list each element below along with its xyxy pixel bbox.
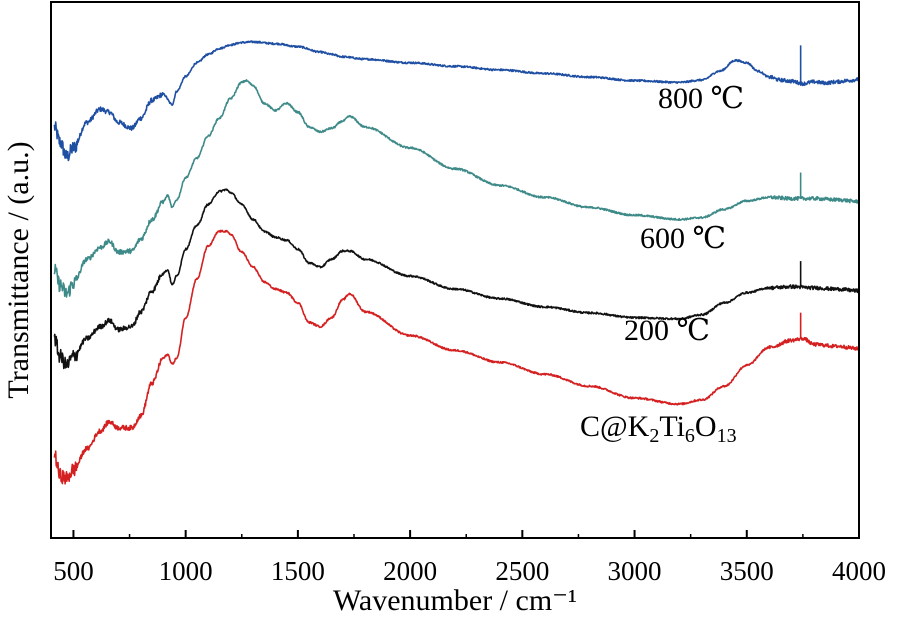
- series-label-800: 800 ℃: [658, 82, 744, 115]
- series-line-2: [53, 188, 859, 370]
- x-axis-label: Wavenumber / cm⁻¹: [333, 584, 577, 617]
- x-tick-label-4000: 4000: [832, 556, 886, 586]
- x-tick-label-500: 500: [53, 556, 94, 586]
- x-tick-label-2000: 2000: [383, 556, 437, 586]
- x-tick-label-3500: 3500: [720, 556, 774, 586]
- series-line-0: [53, 40, 859, 162]
- y-axis-label: Transmittance / (a.u.): [2, 141, 35, 398]
- x-tick-label-1500: 1500: [271, 556, 325, 586]
- x-tick-label-3000: 3000: [608, 556, 662, 586]
- x-tick-label-1000: 1000: [159, 556, 213, 586]
- plot-frame: [50, 1, 860, 539]
- series-line-1: [53, 79, 859, 298]
- series-label-600: 600 ℃: [640, 222, 726, 255]
- x-tick-label-2500: 2500: [495, 556, 549, 586]
- series-label-200: 200 ℃: [624, 314, 710, 347]
- series-line-3: [53, 229, 859, 485]
- series-label-pristine: C@K2Ti6O13: [580, 410, 737, 447]
